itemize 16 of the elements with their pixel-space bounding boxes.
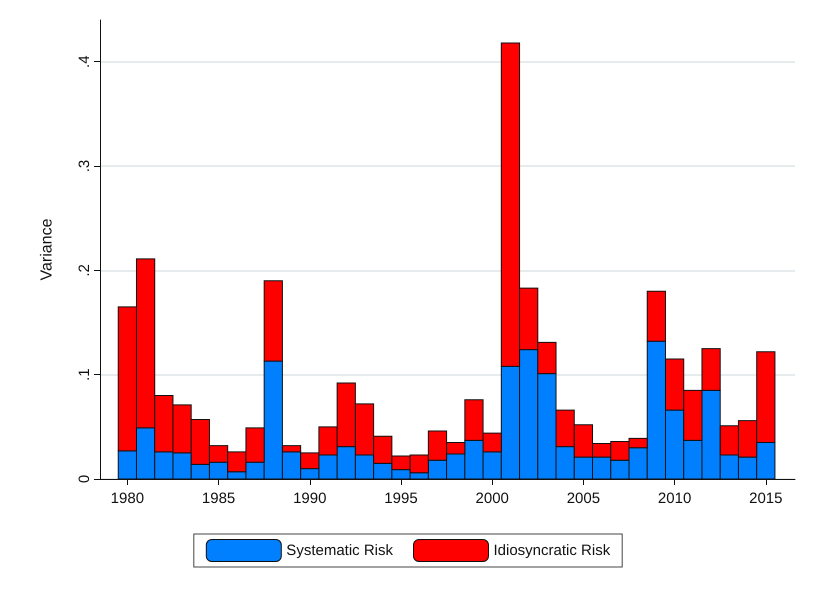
x-tick-label: 2005	[566, 490, 600, 507]
y-tick-label: .3	[76, 160, 93, 172]
y-axis-title: Variance	[38, 218, 56, 280]
x-tick-label: 2010	[658, 490, 692, 507]
y-tick-label: .2	[76, 264, 93, 277]
x-tick-label: 2000	[476, 490, 509, 507]
legend-label: Idiosyncratic Risk	[493, 542, 611, 559]
x-tick-label: 2015	[749, 490, 782, 507]
y-tick-label: .1	[76, 368, 93, 381]
y-tick-label: .4	[76, 55, 93, 68]
y-tick-label: 0	[76, 474, 93, 484]
x-tick-label: 1985	[202, 490, 236, 507]
legend-label: Systematic Risk	[286, 542, 394, 559]
x-tick-label: 1980	[110, 490, 144, 507]
x-tick-label: 1990	[293, 490, 326, 507]
x-tick-label: 1995	[384, 490, 418, 507]
